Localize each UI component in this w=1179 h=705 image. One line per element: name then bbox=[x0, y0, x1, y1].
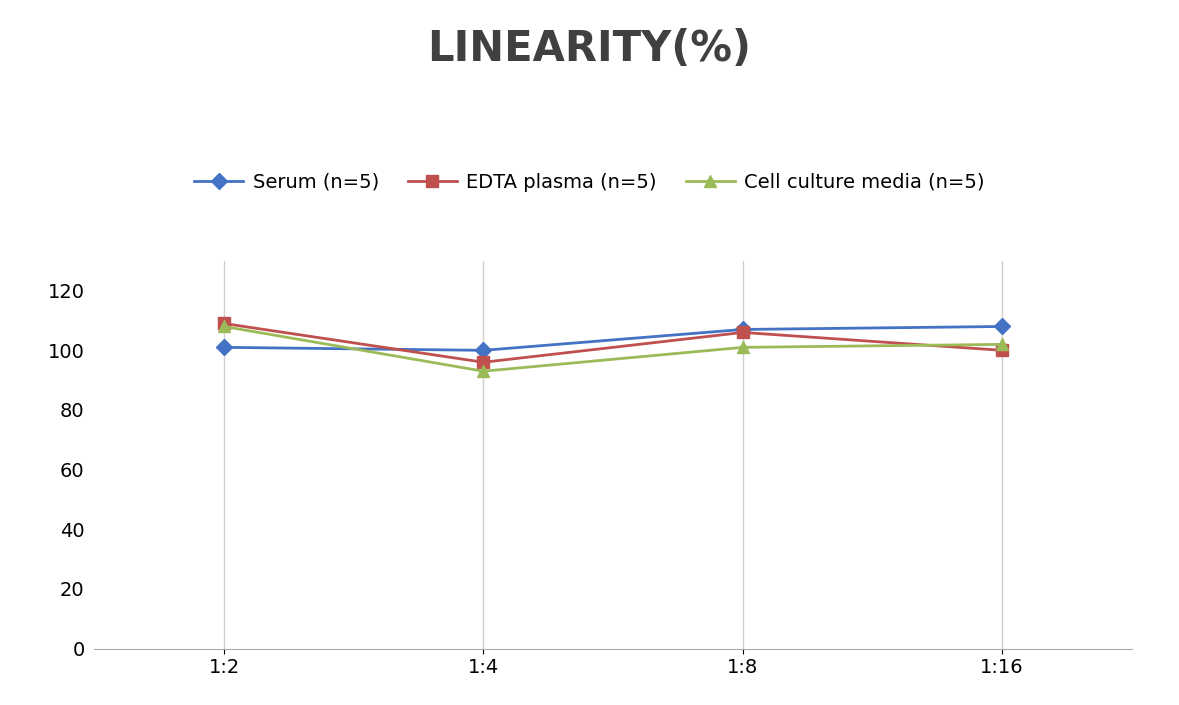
Legend: Serum (n=5), EDTA plasma (n=5), Cell culture media (n=5): Serum (n=5), EDTA plasma (n=5), Cell cul… bbox=[186, 165, 993, 200]
EDTA plasma (n=5) bbox=[995, 346, 1009, 355]
Line: Serum (n=5): Serum (n=5) bbox=[218, 321, 1008, 356]
EDTA plasma (n=5) bbox=[217, 319, 231, 328]
Serum (n=5) bbox=[736, 325, 750, 333]
Line: Cell culture media (n=5): Cell culture media (n=5) bbox=[218, 321, 1008, 376]
EDTA plasma (n=5) bbox=[476, 358, 490, 367]
Line: EDTA plasma (n=5): EDTA plasma (n=5) bbox=[218, 318, 1008, 368]
Cell culture media (n=5) bbox=[217, 322, 231, 331]
Cell culture media (n=5) bbox=[476, 367, 490, 376]
Cell culture media (n=5) bbox=[995, 340, 1009, 348]
Serum (n=5) bbox=[217, 343, 231, 352]
Cell culture media (n=5) bbox=[736, 343, 750, 352]
EDTA plasma (n=5) bbox=[736, 329, 750, 337]
Serum (n=5) bbox=[476, 346, 490, 355]
Text: LINEARITY(%): LINEARITY(%) bbox=[428, 28, 751, 70]
Serum (n=5) bbox=[995, 322, 1009, 331]
